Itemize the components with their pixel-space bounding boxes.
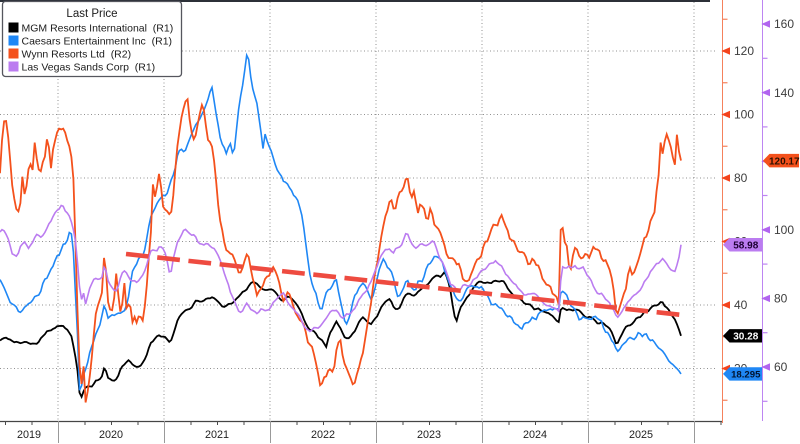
svg-text:2023: 2023 (417, 429, 441, 441)
svg-text:160: 160 (774, 17, 794, 31)
svg-text:Las Vegas Sands Corp (R1): Las Vegas Sands Corp (R1) (22, 62, 156, 74)
svg-text:18.295: 18.295 (731, 370, 761, 381)
svg-text:120.17: 120.17 (769, 156, 800, 167)
svg-text:40: 40 (734, 298, 748, 312)
svg-text:30.28: 30.28 (733, 332, 758, 343)
svg-text:Last Price: Last Price (66, 8, 117, 20)
svg-text:2019: 2019 (17, 429, 41, 441)
svg-text:2025: 2025 (629, 429, 653, 441)
svg-text:120: 120 (734, 44, 754, 58)
svg-text:2022: 2022 (311, 429, 335, 441)
svg-text:2020: 2020 (99, 429, 123, 441)
svg-text:140: 140 (774, 86, 794, 100)
svg-text:80: 80 (774, 292, 788, 306)
svg-text:Wynn Resorts Ltd (R2): Wynn Resorts Ltd (R2) (22, 49, 132, 61)
svg-text:MGM Resorts International (R1: MGM Resorts International (R1) (22, 23, 174, 35)
svg-text:Caesars Entertainment Inc (R1: Caesars Entertainment Inc (R1) (22, 36, 173, 48)
svg-text:80: 80 (734, 171, 748, 185)
svg-text:58.98: 58.98 (733, 240, 758, 251)
svg-text:2021: 2021 (205, 429, 229, 441)
svg-text:100: 100 (774, 223, 794, 237)
svg-text:100: 100 (734, 108, 754, 122)
svg-text:60: 60 (774, 360, 788, 374)
svg-text:2024: 2024 (523, 429, 547, 441)
